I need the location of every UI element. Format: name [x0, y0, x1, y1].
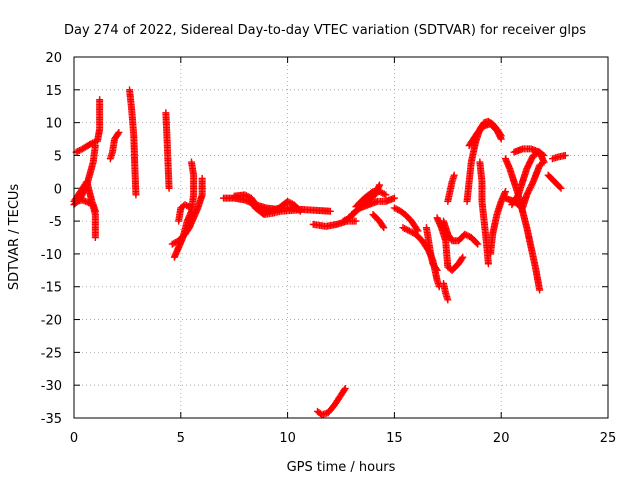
data-point: [473, 239, 481, 247]
data-point: [115, 128, 123, 136]
data-point: [474, 240, 482, 248]
data-track-arc-30: [544, 171, 565, 192]
data-point: [458, 255, 466, 263]
data-point: [380, 190, 388, 198]
x-tick-label: 15: [386, 431, 403, 446]
data-point: [497, 135, 505, 143]
data-point: [450, 171, 458, 179]
x-tick-label: 20: [493, 431, 510, 446]
data-track-arc-18: [433, 214, 467, 274]
data-point: [187, 204, 195, 212]
data-track-arc-20: [440, 279, 452, 304]
data-point: [496, 134, 504, 142]
data-point: [444, 296, 452, 304]
data-point: [352, 217, 360, 225]
data-point: [540, 158, 548, 166]
y-tick-label: -15: [41, 281, 62, 296]
data-point: [556, 183, 564, 191]
data-point: [96, 96, 104, 104]
data-track-arc-23: [465, 120, 505, 150]
plot-frame: [73, 56, 609, 419]
x-tick-label: 5: [177, 431, 185, 446]
data-point: [114, 130, 122, 138]
x-tick-label: 0: [70, 431, 78, 446]
y-tick-label: 20: [45, 51, 62, 66]
data-track-arc-5c: [175, 201, 195, 225]
data-point: [91, 207, 99, 215]
x-axis-label: GPS time / hours: [287, 460, 396, 475]
data-point: [340, 386, 348, 394]
data-track-arc-10: [309, 217, 360, 230]
y-tick-label: 10: [45, 117, 62, 132]
data-track-arc-13: [352, 188, 390, 211]
tick-label-layer: 0 5 10 15 20 25 20 15 10 5 0 -5 -10 -15 -20 -25 -30 -35: [41, 51, 617, 446]
data-point: [379, 222, 387, 230]
data-track-arc-29: [501, 158, 548, 212]
data-point: [380, 224, 388, 232]
grid-layer: [74, 57, 608, 418]
data-point: [557, 184, 565, 192]
data-point: [187, 158, 195, 166]
data-track-arc-21: [444, 171, 458, 205]
data-points-layer: [70, 86, 569, 419]
data-track-arc-31: [548, 151, 569, 163]
data-track-arc-5b: [168, 174, 206, 248]
data-point: [326, 207, 334, 215]
data-track-arc-15: [390, 204, 422, 235]
data-point: [186, 203, 194, 211]
data-point: [91, 234, 99, 241]
data-track-arc-19: [440, 217, 482, 248]
y-axis-label: SDTVAR / TECUs: [7, 184, 22, 291]
chart-title: Day 274 of 2022, Sidereal Day-to-day VTE…: [64, 23, 586, 38]
data-point: [459, 253, 467, 261]
data-point: [536, 286, 544, 294]
data-point: [375, 181, 383, 189]
data-track-arc-1c: [72, 96, 104, 156]
data-point: [198, 174, 206, 182]
x-tick-label: 25: [600, 431, 617, 446]
data-point: [390, 194, 398, 202]
data-track-arc-12: [348, 194, 398, 219]
y-tick-label: -25: [41, 346, 62, 361]
data-track-arc-3: [126, 86, 140, 199]
x-tick-label: 10: [279, 431, 296, 446]
data-point: [382, 191, 390, 199]
y-tick-label: 15: [45, 84, 62, 99]
data-point: [165, 184, 173, 192]
y-tick-label: -35: [41, 412, 62, 427]
data-point: [501, 188, 509, 196]
y-tick-label: 0: [54, 182, 62, 197]
y-tick-label: 5: [54, 149, 62, 164]
y-tick-label: -20: [41, 314, 62, 329]
y-tick-label: -5: [49, 215, 62, 230]
data-point: [484, 260, 492, 268]
data-track-arc-4: [162, 109, 173, 192]
data-track-arc-14: [369, 211, 388, 232]
data-track-arc-16: [399, 224, 443, 291]
data-track-arc-17: [422, 224, 441, 274]
data-point: [433, 266, 441, 274]
data-point: [538, 159, 546, 167]
data-point: [432, 265, 440, 273]
data-track-arc-2: [106, 128, 123, 163]
data-track-arc-8: [245, 196, 302, 219]
y-tick-label: -10: [41, 248, 62, 263]
y-tick-label: -30: [41, 379, 62, 394]
data-point: [294, 206, 302, 214]
data-track-arc-25: [487, 188, 509, 258]
data-track-arc-9: [314, 384, 349, 419]
data-point: [184, 202, 192, 210]
data-point: [132, 191, 140, 199]
data-point: [561, 151, 569, 159]
data-point: [341, 384, 349, 392]
